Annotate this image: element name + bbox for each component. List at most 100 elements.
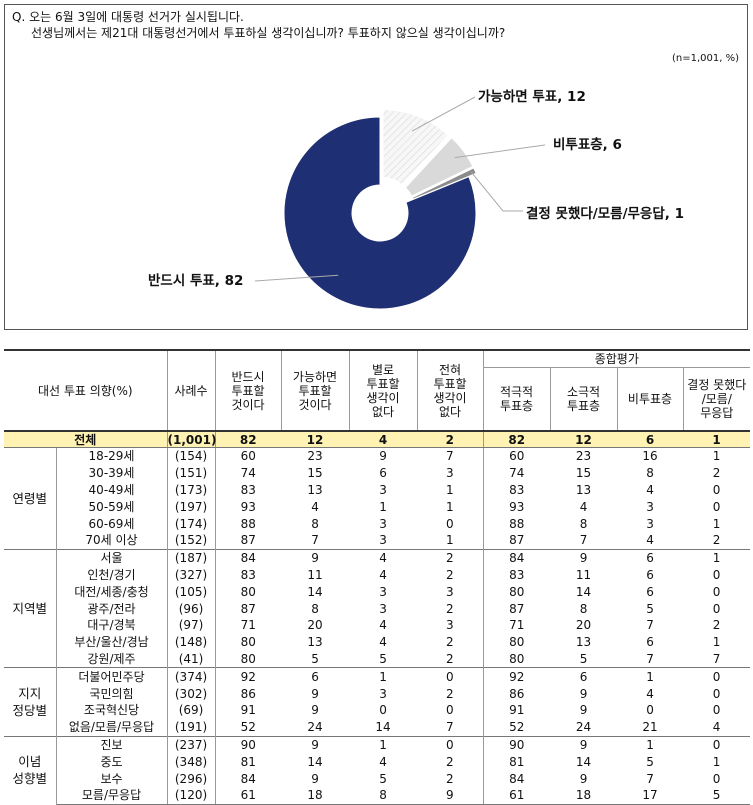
cell-total-8: 1 xyxy=(683,430,751,448)
table-cell: 3 xyxy=(379,482,387,497)
row-n: (187) xyxy=(166,548,216,567)
table-row: 중도 (348) 81 14 4 2 81 14 5 1 xyxy=(4,753,750,771)
table-row: 이념 성향별 진보 (237) 90 9 1 0 90 9 1 0 xyxy=(4,735,751,805)
row-label: 18-29세 xyxy=(56,446,168,465)
row-label: 인천/경기 xyxy=(87,567,136,582)
table-cell: 71 xyxy=(214,616,282,634)
row-label: 중도 xyxy=(100,754,123,769)
table-cell: 24 xyxy=(307,720,323,735)
table-row: 모름/무응답 (120) 61 18 8 9 61 18 17 5 xyxy=(4,786,751,805)
group-label: 지지 정당별 xyxy=(4,667,57,737)
table-cell: 6 xyxy=(646,635,654,650)
table-cell: 3 xyxy=(445,466,454,481)
table-cell: 0 xyxy=(712,482,721,497)
table-cell: 6 xyxy=(379,466,387,481)
row-label: 보수 xyxy=(100,771,123,786)
table-cell: 18 xyxy=(550,786,618,805)
table-cell: 3 xyxy=(445,618,454,633)
cell-total-7: 6 xyxy=(617,430,684,448)
table-cell: 3 xyxy=(646,499,654,514)
table-cell: 8 xyxy=(646,466,654,481)
table-row: 지역별 서울 (187) 84 9 4 2 84 9 6 1 xyxy=(4,548,751,668)
table-cell: 52 xyxy=(214,718,282,737)
table-row: 강원/제주 (41) 80 5 5 2 80 5 7 7 xyxy=(4,650,750,668)
table-cell: 84 xyxy=(482,548,551,567)
table-cell: 8 xyxy=(349,786,418,805)
table-cell: 24 xyxy=(575,720,592,735)
table-cell: 52 xyxy=(482,718,551,737)
table-cell: 1 xyxy=(379,499,387,514)
slice-label-4: 결정 못했다/모름/무응답, 1 xyxy=(526,205,684,222)
table-cell: 20 xyxy=(575,618,592,633)
group-header-summary: 종합평가 xyxy=(482,349,751,368)
table-cell: 15 xyxy=(307,466,323,481)
table-cell: 0 xyxy=(445,703,454,718)
sample-size-note: (n=1,001, %) xyxy=(671,53,739,64)
row-n: (237) xyxy=(166,735,216,754)
slice-label-3: 비투표층, 6 xyxy=(553,137,622,153)
table-cell: 0 xyxy=(712,567,721,582)
table-cell: 1 xyxy=(349,667,418,686)
table-cell: 83 xyxy=(482,481,551,499)
table-cell: 9 xyxy=(349,446,418,465)
table-cell: 87 xyxy=(214,531,282,550)
table-row: 50-59세 (197) 93 4 1 1 93 4 3 0 xyxy=(4,498,750,516)
table-row: 인천/경기 (327) 83 11 4 2 83 11 6 0 xyxy=(4,566,750,584)
table-cell: 2 xyxy=(417,548,484,567)
table-cell: 3 xyxy=(379,686,387,701)
results-table: 대선 투표 의향(%) 사례수 반드시 투표할 것이다 가능하면 투표할 것이다 별로 투… xyxy=(4,349,751,805)
table-cell: 0 xyxy=(683,735,751,754)
col-header-3: 별로 투표할 생각이 없다 xyxy=(348,349,418,431)
table-cell: 16 xyxy=(617,446,684,465)
table-row: 대전/세종/충청 (105) 80 14 3 3 80 14 6 0 xyxy=(4,583,750,601)
table-cell: 0 xyxy=(683,667,751,686)
table-cell: 88 xyxy=(482,515,551,532)
pie-slice-2 xyxy=(382,109,449,186)
sub-header-2: 소극적 투표층 xyxy=(549,367,618,431)
table-cell: 9 xyxy=(579,686,588,701)
table-cell: 1 xyxy=(712,516,721,531)
table-cell: 80 xyxy=(482,633,551,651)
table-cell: 18 xyxy=(281,786,350,805)
table-cell: 80 xyxy=(482,650,551,668)
table-cell: 7 xyxy=(579,533,588,548)
table-cell: 9 xyxy=(579,703,588,718)
table-cell: 5 xyxy=(379,651,387,666)
table-cell: 0 xyxy=(712,703,721,718)
table-cell: 4 xyxy=(579,499,588,514)
table-row: 대구/경북 (97) 71 20 4 3 71 20 7 2 xyxy=(4,616,750,634)
table-cell: 13 xyxy=(307,635,323,650)
table-cell: 1 xyxy=(683,548,751,567)
table-cell: 84 xyxy=(214,548,282,567)
table-cell: 4 xyxy=(379,754,387,769)
table-cell: 23 xyxy=(550,446,618,465)
cell-total-4: 2 xyxy=(417,430,484,448)
table-cell: 3 xyxy=(379,516,387,531)
table-cell: 61 xyxy=(214,786,282,805)
row-label: 대전/세종/충청 xyxy=(74,584,149,599)
table-cell: 9 xyxy=(311,703,319,718)
table-cell: 74 xyxy=(214,464,282,482)
table-cell: 83 xyxy=(214,481,282,499)
table-row: 광주/전라 (96) 87 8 3 2 87 8 5 0 xyxy=(4,600,750,617)
row-label: 부산/울산/경남 xyxy=(74,635,149,650)
row-label: 모름/무응답 xyxy=(56,786,168,805)
row-n: (152) xyxy=(166,531,216,550)
table-cell: 5 xyxy=(683,786,751,805)
row-n: (96) xyxy=(166,600,216,617)
row-label: 광주/전라 xyxy=(87,601,136,616)
table-row: 연령별 18-29세 (154) 60 23 9 7 60 23 16 1 xyxy=(4,446,751,550)
table-cell: 3 xyxy=(379,601,387,616)
table-cell: 88 xyxy=(214,515,282,532)
group-label: 연령별 xyxy=(4,447,57,550)
table-cell: 61 xyxy=(482,786,551,805)
table-cell: 60 xyxy=(482,446,551,465)
table-cell: 80 xyxy=(214,650,282,668)
table-cell: 84 xyxy=(214,770,282,787)
table-cell: 1 xyxy=(445,533,454,548)
row-n: (148) xyxy=(166,633,216,651)
table-row: 30-39세 (151) 74 15 6 3 74 15 8 2 xyxy=(4,464,750,482)
table-cell: 21 xyxy=(642,720,658,735)
table-cell: 0 xyxy=(712,686,721,701)
table-cell: 14 xyxy=(375,720,391,735)
